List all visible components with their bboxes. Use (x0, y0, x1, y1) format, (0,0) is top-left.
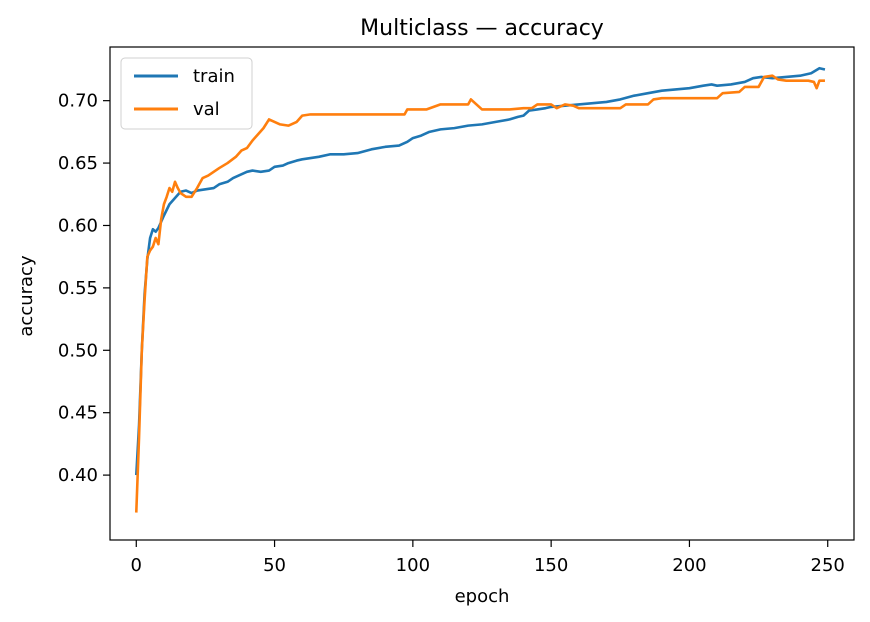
x-tick-label: 100 (396, 555, 430, 576)
chart-title: Multiclass — accuracy (360, 16, 604, 41)
y-tick-label: 0.70 (58, 91, 98, 112)
x-tick-label: 0 (131, 555, 142, 576)
legend-label-train: train (193, 66, 235, 87)
y-tick-label: 0.50 (58, 340, 98, 361)
series-layer (134, 66, 826, 513)
x-tick-label: 150 (534, 555, 568, 576)
x-tick-label: 200 (672, 555, 706, 576)
plot-frame (109, 46, 855, 541)
y-tick-label: 0.40 (58, 465, 98, 486)
x-axis-label: epoch (455, 586, 510, 607)
legend: train val (120, 57, 253, 130)
y-axis-label: accuracy (16, 255, 37, 337)
y-tick-label: 0.55 (58, 278, 98, 299)
series-line-val (134, 74, 825, 513)
legend-label-val: val (193, 99, 220, 120)
y-tick-label: 0.45 (58, 403, 98, 424)
y-tick-label: 0.60 (58, 215, 98, 236)
y-tick-label: 0.65 (58, 153, 98, 174)
series-line-train (134, 66, 826, 476)
x-tick-label: 50 (263, 555, 286, 576)
x-axis: 0 50 100 150 200 250 (131, 540, 845, 576)
x-tick-label: 250 (811, 555, 845, 576)
y-axis: 0.40 0.45 0.50 0.55 0.60 0.65 0.70 (58, 91, 110, 486)
